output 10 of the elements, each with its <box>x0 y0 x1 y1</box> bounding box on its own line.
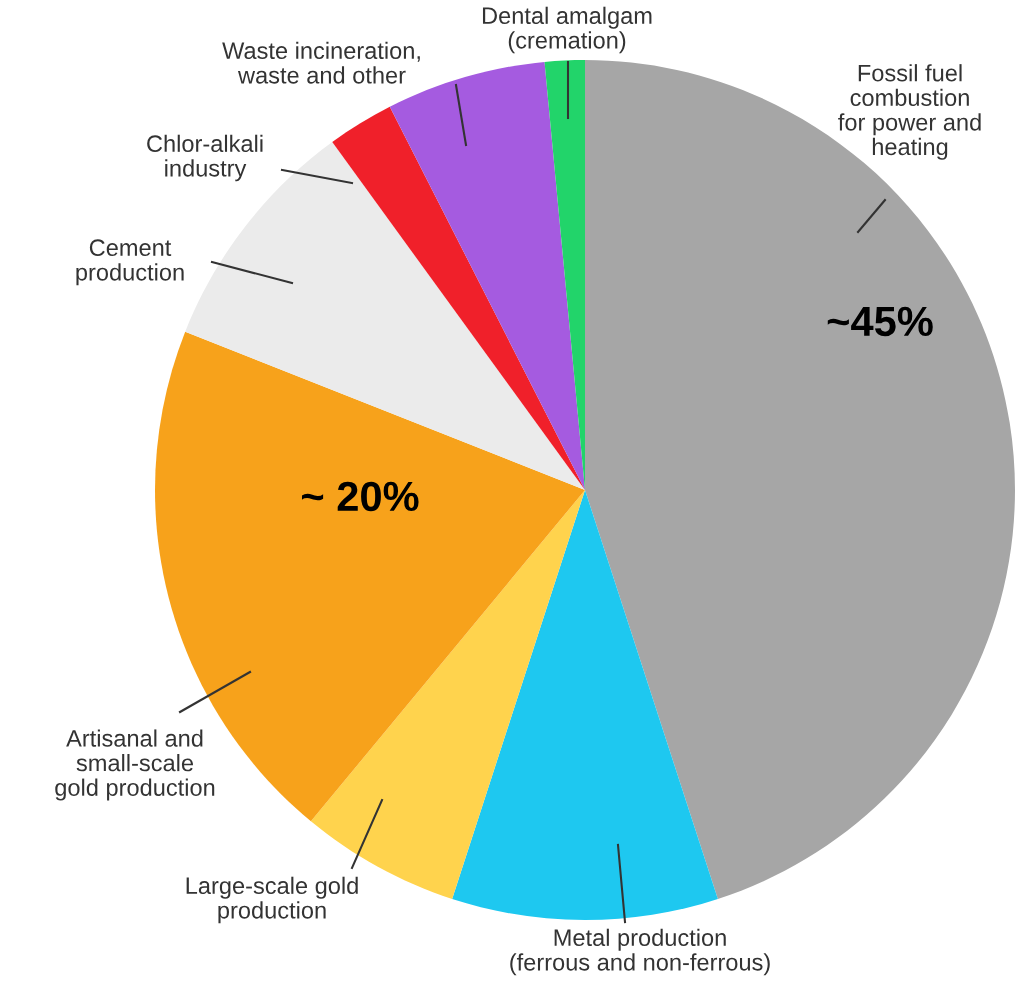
slice-label: Large-scale gold production <box>186 876 358 924</box>
slice-label: Fossil fuel combustion for power and heating <box>838 64 981 160</box>
slice-label: Dental amalgam (cremation) <box>482 6 652 54</box>
slice-label: Metal production (ferrous and non-ferrous) <box>510 928 770 976</box>
slice-label: Chlor-alkali industry <box>147 134 263 182</box>
data-label: ~45% <box>827 306 933 337</box>
slice-label: Cement production <box>76 239 184 286</box>
slice-label: Waste incineration, waste and other <box>222 41 420 84</box>
slice-label: Artisanal and small-scale gold production <box>55 729 215 801</box>
data-label: ~ 20% <box>302 481 419 512</box>
